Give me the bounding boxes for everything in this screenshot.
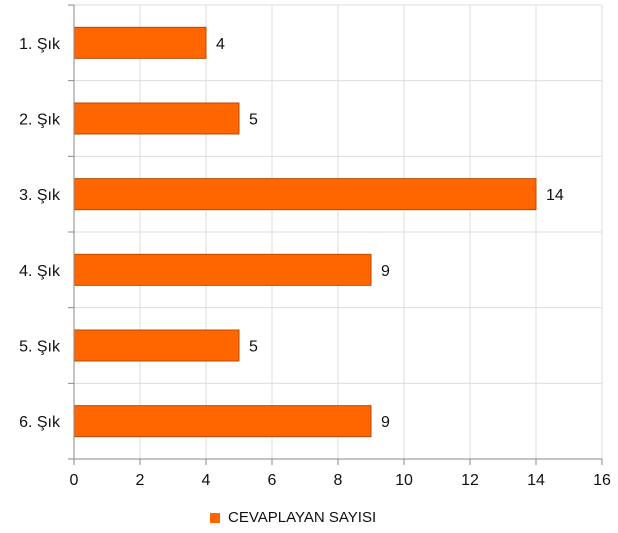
bar: [73, 178, 537, 211]
labels: 4 1. Şık 5 2. Şık 14 3. Şık 9 4. Şık 5 5. Şık 9 6. …: [19, 36, 611, 489]
category-label: 6. Şık: [19, 414, 61, 431]
x-tick-label: 12: [461, 472, 479, 489]
bar: [73, 405, 372, 438]
x-tick-label: 8: [334, 472, 343, 489]
legend-swatch: [210, 513, 220, 523]
data-label: 4: [216, 36, 225, 53]
legend: CEVAPLAYAN SAYISI: [210, 509, 376, 526]
gridlines: [74, 4, 603, 460]
axes: [68, 4, 603, 465]
bar: [73, 26, 207, 59]
category-label: 3. Şık: [19, 187, 61, 204]
bar: [73, 253, 372, 286]
bar: [73, 102, 240, 135]
data-label: 5: [249, 112, 258, 129]
category-label: 5. Şık: [19, 339, 61, 356]
category-label: 4. Şık: [19, 263, 61, 280]
category-label: 1. Şık: [19, 36, 61, 53]
x-tick-label: 6: [268, 472, 277, 489]
x-tick-label: 14: [527, 472, 545, 489]
x-tick-label: 2: [136, 472, 145, 489]
data-label: 14: [546, 187, 564, 204]
x-tick-label: 0: [70, 472, 79, 489]
x-tick-label: 4: [202, 472, 211, 489]
data-label: 5: [249, 339, 258, 356]
x-tick-label: 16: [593, 472, 611, 489]
bars: [73, 26, 537, 438]
data-label: 9: [381, 414, 390, 431]
category-label: 2. Şık: [19, 112, 61, 129]
data-label: 9: [381, 263, 390, 280]
x-tick-label: 10: [395, 472, 413, 489]
legend-label: CEVAPLAYAN SAYISI: [228, 509, 376, 526]
bar: [73, 329, 240, 362]
